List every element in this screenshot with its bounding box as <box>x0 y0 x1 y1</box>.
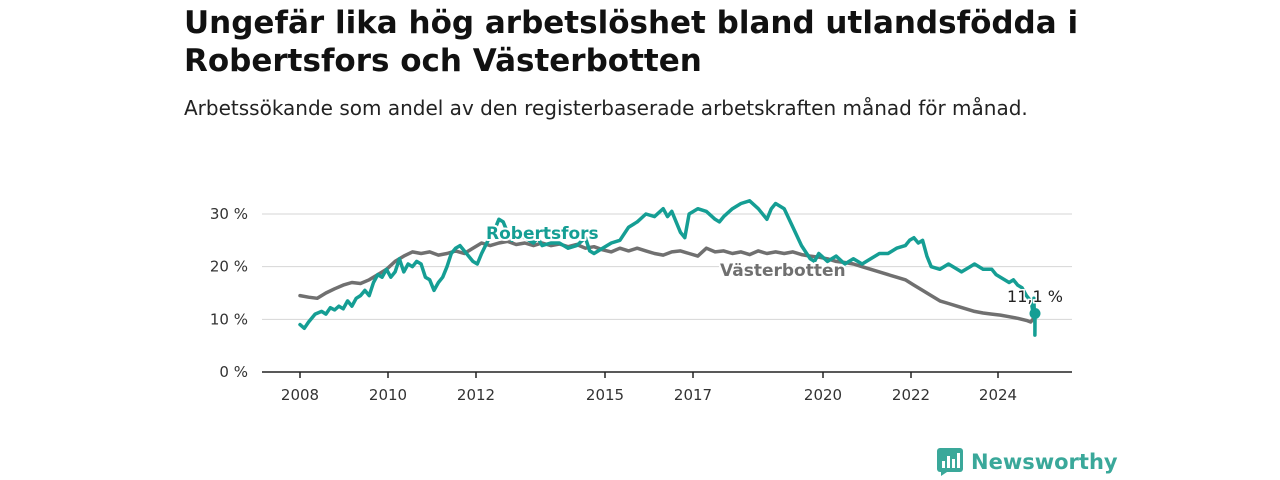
x-tick-label: 2024 <box>979 386 1017 404</box>
x-tick-label: 2008 <box>281 386 319 404</box>
grid-layer: 0 % 10 % 20 % 30 % <box>210 205 1072 381</box>
x-tick-label: 2010 <box>369 386 407 404</box>
label-layer: Robertsfors Västerbotten 11,1 % <box>484 222 1064 320</box>
series-label-vasterbotten: Västerbotten <box>720 261 846 281</box>
x-tick-label: 2015 <box>586 386 624 404</box>
series-line-vsterbotten <box>298 239 1037 324</box>
end-value-label: 11,1 % <box>1007 287 1063 306</box>
y-tick-label: 20 % <box>210 258 248 276</box>
newsworthy-logo[interactable]: Newsworthy <box>937 448 1118 476</box>
y-tick-label: 30 % <box>210 205 248 223</box>
x-tick-label: 2022 <box>892 386 930 404</box>
y-tick-label: 10 % <box>210 310 248 328</box>
end-point-marker <box>1029 308 1041 320</box>
y-tick-label: 0 % <box>219 363 248 381</box>
newsworthy-logo-icon <box>937 448 963 476</box>
x-tick-label: 2020 <box>804 386 842 404</box>
x-axis: 2008 2010 2012 2015 2017 2020 2022 2024 <box>281 372 1017 404</box>
brand-name: Newsworthy <box>971 450 1118 474</box>
series-line-robertsfors <box>298 199 1037 337</box>
series-label-robertsfors: Robertsfors <box>486 224 599 244</box>
chart-title: Ungefär lika hög arbetslöshet bland utla… <box>184 5 1079 79</box>
series-layer <box>298 199 1037 337</box>
chart-subtitle: Arbetssökande som andel av den registerb… <box>184 96 1028 120</box>
x-tick-label: 2012 <box>457 386 495 404</box>
x-tick-label: 2017 <box>674 386 712 404</box>
